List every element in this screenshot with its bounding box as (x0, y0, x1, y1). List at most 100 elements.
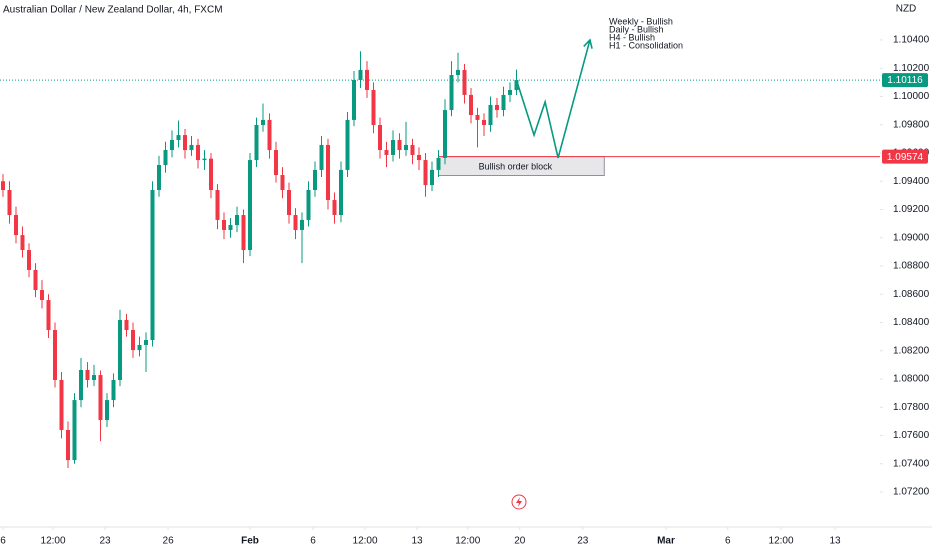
candle-body (287, 190, 291, 216)
candle-body (66, 430, 70, 461)
candle-body (462, 69, 467, 95)
chart-title: Australian Dollar / New Zealand Dollar, … (3, 5, 223, 16)
x-tick-label: Mar (657, 536, 675, 547)
candle-body (222, 219, 226, 230)
note: Weekly - Bullish (609, 16, 673, 26)
candle-body (163, 150, 168, 165)
candle-body (144, 340, 148, 345)
y-tick-label: 1.10000 (893, 91, 930, 102)
y-tick-label: 1.09200 (893, 204, 930, 215)
candle-body (345, 119, 350, 170)
candle-body (215, 190, 220, 220)
axis-unit: NZD (896, 4, 917, 15)
note: H1 - Consolidation (609, 40, 683, 50)
price-tag-label: 1.09574 (887, 152, 924, 163)
y-tick-label: 1.07600 (893, 430, 930, 441)
candle-body (267, 119, 272, 151)
candle-body (417, 154, 421, 161)
candle-body (495, 104, 499, 111)
candle-body (85, 369, 90, 381)
projection-path (515, 39, 591, 159)
x-tick-label: 6 (0, 536, 6, 547)
candle-body (365, 69, 369, 90)
x-tick-label: 23 (577, 536, 589, 547)
x-tick-label: 12:00 (769, 536, 794, 547)
candle-body (332, 200, 337, 216)
y-tick-label: 1.07200 (893, 487, 930, 498)
x-tick-label: 6 (310, 536, 316, 547)
x-tick-label: 12:00 (353, 536, 378, 547)
candle-body (352, 79, 356, 120)
candle-body (196, 144, 200, 161)
candle-body (293, 215, 298, 230)
candle-body (482, 119, 486, 126)
candle-body (105, 400, 109, 420)
candle-body (7, 190, 12, 216)
x-tick-label: 13 (411, 536, 423, 547)
candle-body (514, 80, 519, 90)
y-tick-label: 1.08800 (893, 261, 930, 272)
candle-body (111, 380, 116, 401)
y-tick-label: 1.09000 (893, 232, 930, 243)
candle-body (170, 139, 174, 151)
candle-body (248, 160, 252, 251)
x-tick-label: 12:00 (41, 536, 66, 547)
candle-body (423, 160, 428, 186)
candle-body (202, 158, 207, 161)
price-tag (882, 73, 928, 88)
candle-body (20, 235, 25, 251)
event-icon[interactable] (511, 494, 527, 510)
candle-body (176, 135, 181, 140)
candle-body (488, 104, 493, 126)
candle-body (124, 319, 129, 330)
note: Daily - Bullish (609, 24, 664, 34)
candle-body (404, 144, 408, 151)
candle-body (410, 144, 415, 155)
candle-body (27, 250, 31, 270)
y-tick-label: 1.08200 (893, 345, 930, 356)
price-tag (882, 149, 928, 164)
candle-body (430, 169, 434, 186)
note: H4 - Bullish (609, 32, 655, 42)
candle-body (358, 69, 363, 80)
candle-body (508, 89, 512, 95)
x-tick-label: 12:00 (455, 536, 480, 547)
candle-body (79, 369, 83, 401)
y-tick-label: 1.09800 (893, 119, 930, 130)
candle-body (475, 114, 480, 120)
y-tick-label: 1.09400 (893, 176, 930, 187)
candle-body (1, 181, 5, 191)
candle-body (183, 135, 187, 151)
candle-body (313, 169, 317, 191)
y-tick-label: 1.07800 (893, 402, 930, 413)
candle-body (33, 269, 38, 291)
candle-body (469, 94, 473, 115)
y-tick-label: 1.10400 (893, 35, 930, 46)
candle-body (371, 89, 376, 126)
candle-body (501, 94, 506, 111)
candle-body (228, 225, 233, 230)
candle-body (53, 329, 57, 381)
candle-body (378, 125, 382, 151)
candle-body (436, 157, 441, 170)
price-tag-label: 1.10116 (887, 75, 923, 86)
order-block-label: Bullish order block (479, 162, 553, 172)
projection-arrowhead (583, 38, 593, 49)
candle-body (118, 319, 122, 381)
candle-body (261, 119, 265, 126)
candle-body (59, 380, 64, 431)
candle-body (14, 215, 18, 236)
candle-body (209, 158, 213, 191)
y-tick-label: 1.08000 (893, 374, 930, 385)
x-tick-label: 26 (163, 536, 175, 547)
candle-body (300, 219, 304, 230)
candle-body (384, 150, 389, 155)
x-tick-label: 20 (514, 536, 526, 547)
candle-body (339, 169, 343, 216)
x-tick-label: Feb (241, 536, 259, 547)
candle-body (274, 150, 278, 176)
y-tick-label: 1.08600 (893, 289, 930, 300)
x-tick-label: 6 (725, 536, 731, 547)
candle-body (98, 375, 103, 420)
